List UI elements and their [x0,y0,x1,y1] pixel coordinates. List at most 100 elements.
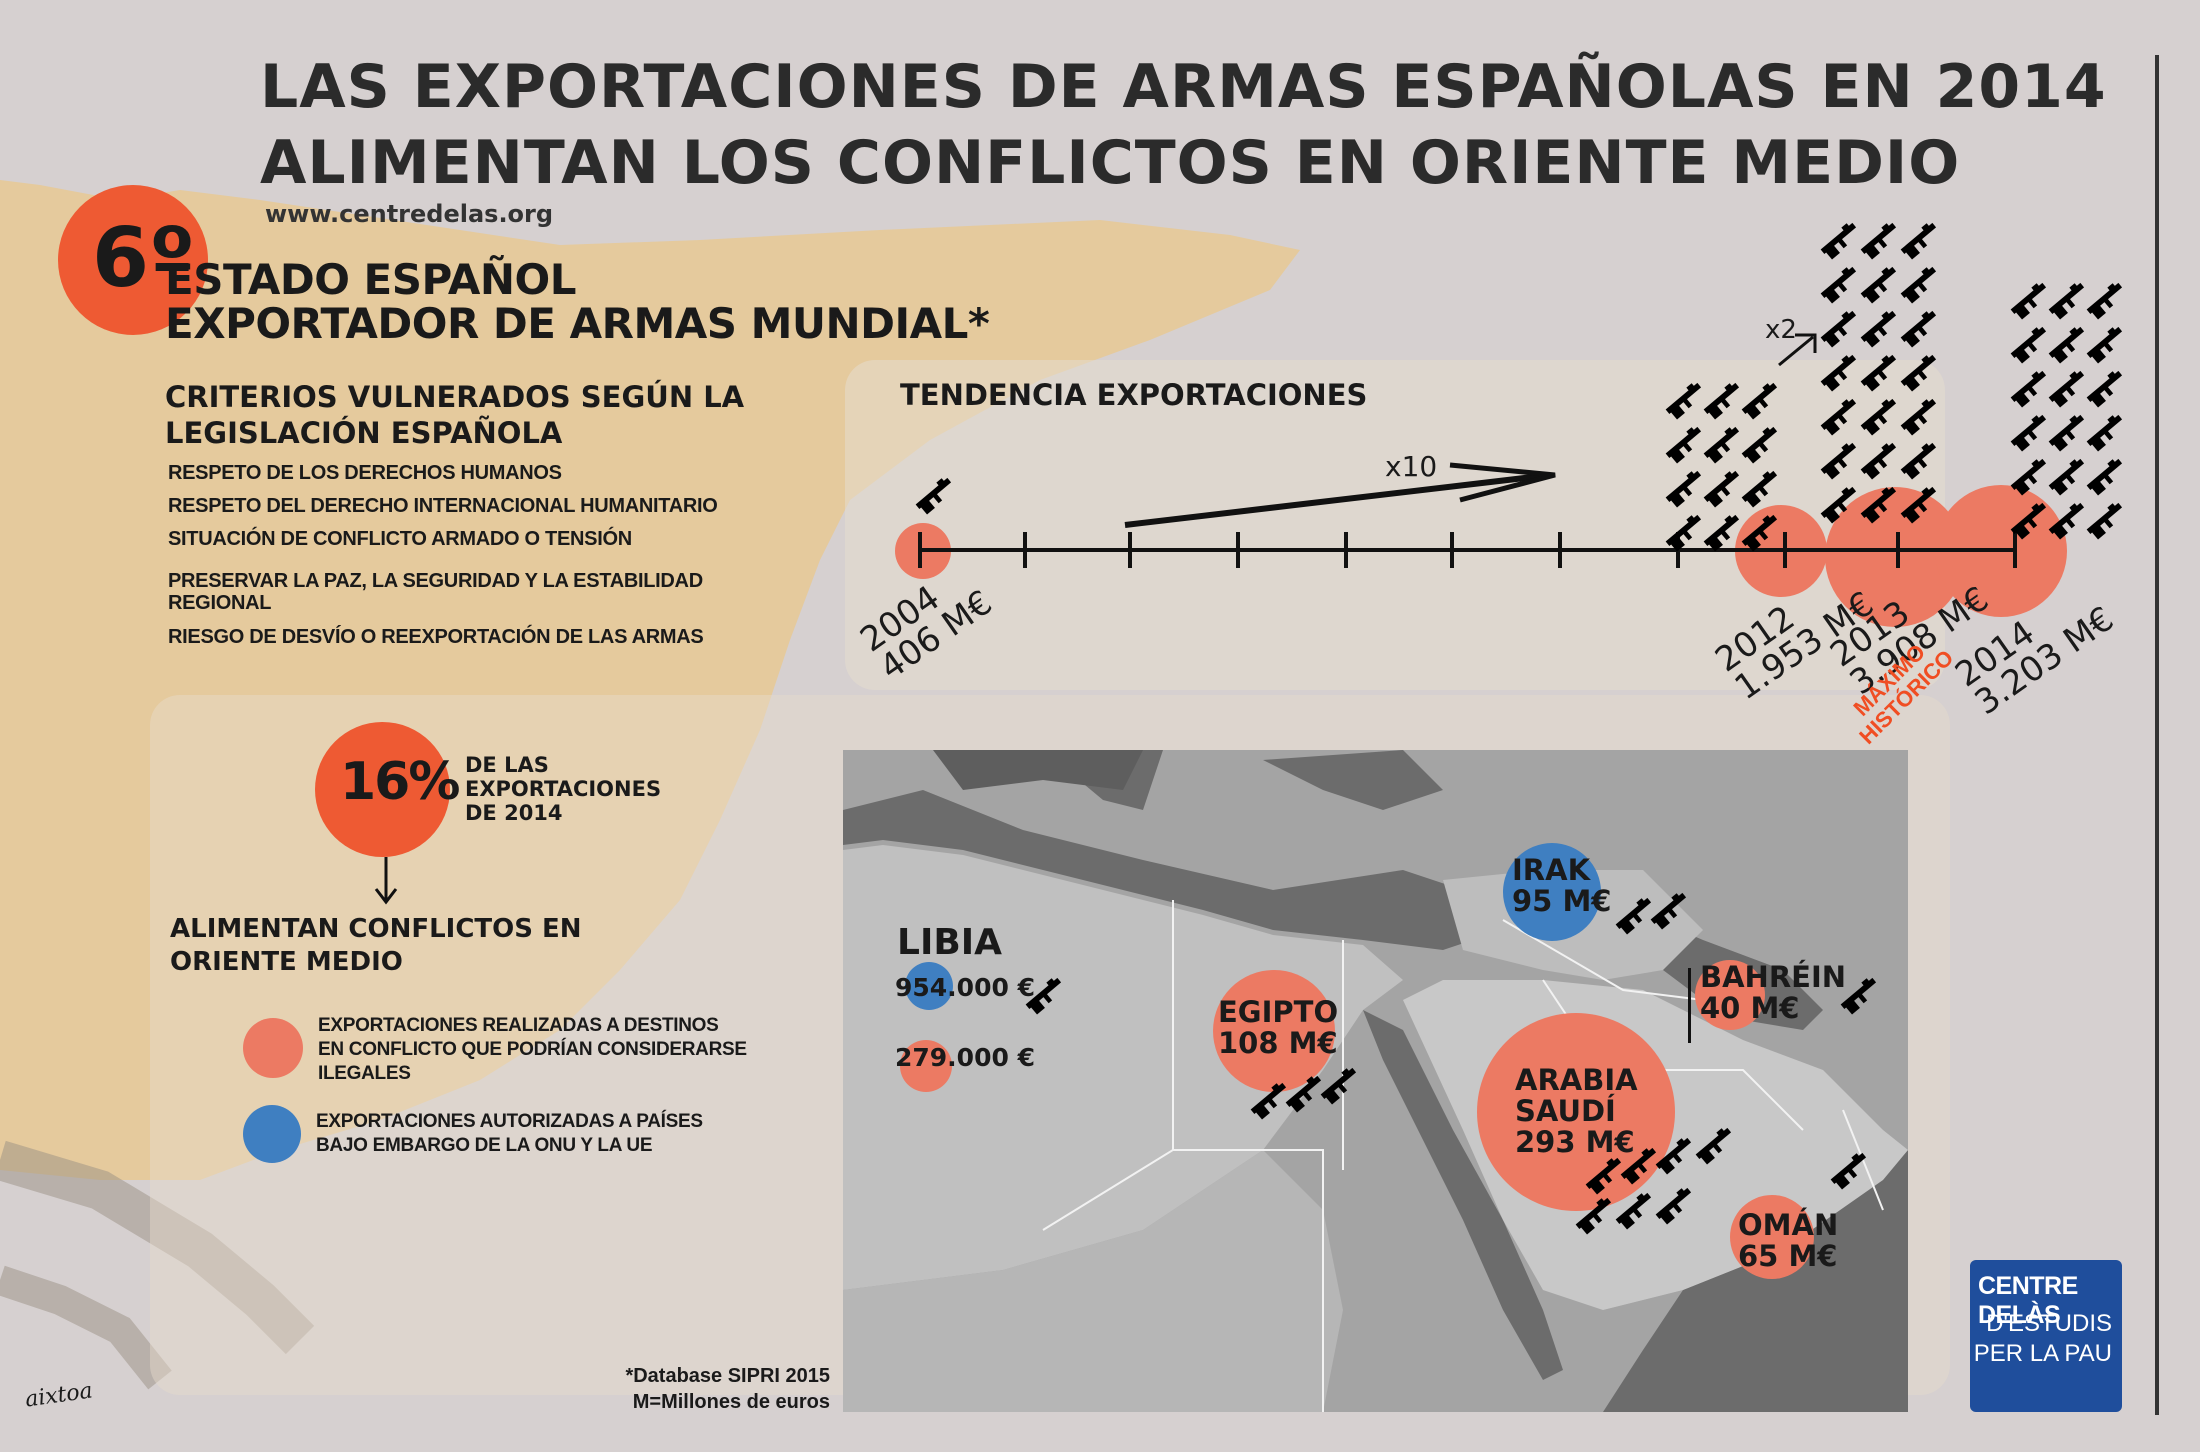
trend-heading: TENDENCIA EXPORTACIONES [900,378,1368,412]
rifle-icon [1655,1187,1692,1225]
rifle-icon [1575,1197,1612,1235]
egipto-label: EGIPTO 108 M€ [1218,995,1339,1060]
ranking-circle [58,185,208,335]
libia-blue-value: 954.000 € [895,973,1035,1002]
rifle-icon [1820,354,1857,392]
rifle-icon [1703,426,1740,464]
website-link[interactable]: www.centredelas.org [265,200,554,228]
rifle-icon [1695,1127,1732,1165]
criteria-item: RESPETO DE LOS DERECHOS HUMANOS [168,462,562,484]
footnote: *Database SIPRI 2015 M=Millones de euros [625,1365,830,1413]
rifle-icon [1860,486,1897,524]
rifle-icon [1665,382,1702,420]
rifle-icon [1703,470,1740,508]
rifle-icon [1900,486,1937,524]
ranking-number: 6º [92,211,196,306]
rifle-icon [2010,458,2047,496]
arabia-label: ARABIA SAUDÍ 293 M€ [1515,1063,1638,1159]
share-percent: 16% [340,752,460,812]
rifle-icon [2048,370,2085,408]
rifle-icon [1620,1147,1657,1185]
rifle-icon [1900,266,1937,304]
rifle-icon [1741,470,1778,508]
rifle-icon [1860,354,1897,392]
rifle-icon [1741,426,1778,464]
rifle-icon [1703,514,1740,552]
legend-blue-dot [243,1105,301,1163]
rifle-icon [1820,398,1857,436]
rifle-icon [2048,502,2085,540]
criteria-item: PRESERVAR LA PAZ, LA SEGURIDAD Y LA ESTA… [168,570,703,592]
ranking-line-1: ESTADO ESPAÑOL [165,255,577,304]
libia-orange-circle [900,1040,952,1092]
rifle-icon [2086,370,2123,408]
title-line-1: LAS EXPORTACIONES DE ARMAS ESPAÑOLAS EN … [260,52,2107,122]
rifle-icon [2086,414,2123,452]
share-caption: DE LAS EXPORTACIONES DE 2014 [465,753,662,825]
x10-arrow [1124,462,1556,528]
rifle-icon [2086,326,2123,364]
rifle-icon [1860,310,1897,348]
share-circle [315,722,450,857]
share-arrow [374,857,398,905]
oman-circle [1730,1195,1814,1279]
rifle-icon [2048,282,2085,320]
rifle-icon [1741,382,1778,420]
rifle-icon [1820,266,1857,304]
logo-line-2: D'ESTUDIS [1986,1310,2112,1337]
rifle-icon [1900,398,1937,436]
rifle-icon [1860,266,1897,304]
irak-circle [1503,843,1601,941]
rifle-icon [1820,310,1857,348]
rifle-icon [2048,414,2085,452]
rifle-icon [1650,892,1687,930]
oman-label: OMÁN 65 M€ [1738,1208,1839,1273]
legend-orange-text: EXPORTACIONES REALIZADAS A DESTINOS EN CO… [318,1015,747,1084]
rifle-icon [915,477,952,515]
ranking-line-2: EXPORTADOR DE ARMAS MUNDIAL* [165,299,990,348]
rifle-icon [1665,426,1702,464]
rifle-icon [1025,977,1062,1015]
rifle-icon [1820,442,1857,480]
rifle-icon [1900,310,1937,348]
rifle-icon [1820,486,1857,524]
criteria-heading-2: LEGISLACIÓN ESPAÑOLA [165,416,563,450]
rifle-icon [2086,502,2123,540]
right-divider [2155,55,2159,1415]
rifle-icon [2086,458,2123,496]
rifle-icon [1320,1067,1357,1105]
rifle-icon [2010,414,2047,452]
rifle-icon [2048,326,2085,364]
rifle-icon [1665,470,1702,508]
rifle-icon [1285,1075,1322,1113]
rifle-icon [1860,222,1897,260]
rifle-icon [1703,382,1740,420]
rifle-icon [2010,370,2047,408]
rifle-icon [1860,442,1897,480]
x2-arrow [1778,333,1817,367]
logo-line-3: PER LA PAU [1973,1340,2112,1367]
rifle-icon [1665,514,1702,552]
rifle-icon [2086,282,2123,320]
criteria-item: RIESGO DE DESVÍO O REEXPORTACIÓN DE LAS … [168,626,704,648]
title-line-2: ALIMENTAN LOS CONFLICTOS EN ORIENTE MEDI… [260,128,1961,198]
legend-blue-text: EXPORTACIONES AUTORIZADAS A PAÍSES BAJO E… [316,1111,703,1156]
libia-orange-value: 279.000 € [895,1043,1035,1072]
rifle-icon [1655,1137,1692,1175]
libia-blue-circle [905,962,953,1010]
rifle-icon [2010,502,2047,540]
criteria-item: RESPETO DEL DERECHO INTERNACIONAL HUMANI… [168,495,718,517]
trend-axis [918,532,2017,568]
rifle-icon [1615,1192,1652,1230]
egipto-circle [1213,970,1335,1092]
rifle-icon [2010,326,2047,364]
rifle-icon [2048,458,2085,496]
rifle-icon [1860,398,1897,436]
criteria-heading-1: CRITERIOS VULNERADOS SEGÚN LA [165,380,745,414]
centre-delas-logo[interactable]: CENTRE DELÀS D'ESTUDIS PER LA PAU [1970,1260,2122,1412]
x10-label: x10 [1385,450,1438,483]
irak-label: IRAK 95 M€ [1512,853,1612,918]
middle-east-map [843,750,1908,1412]
